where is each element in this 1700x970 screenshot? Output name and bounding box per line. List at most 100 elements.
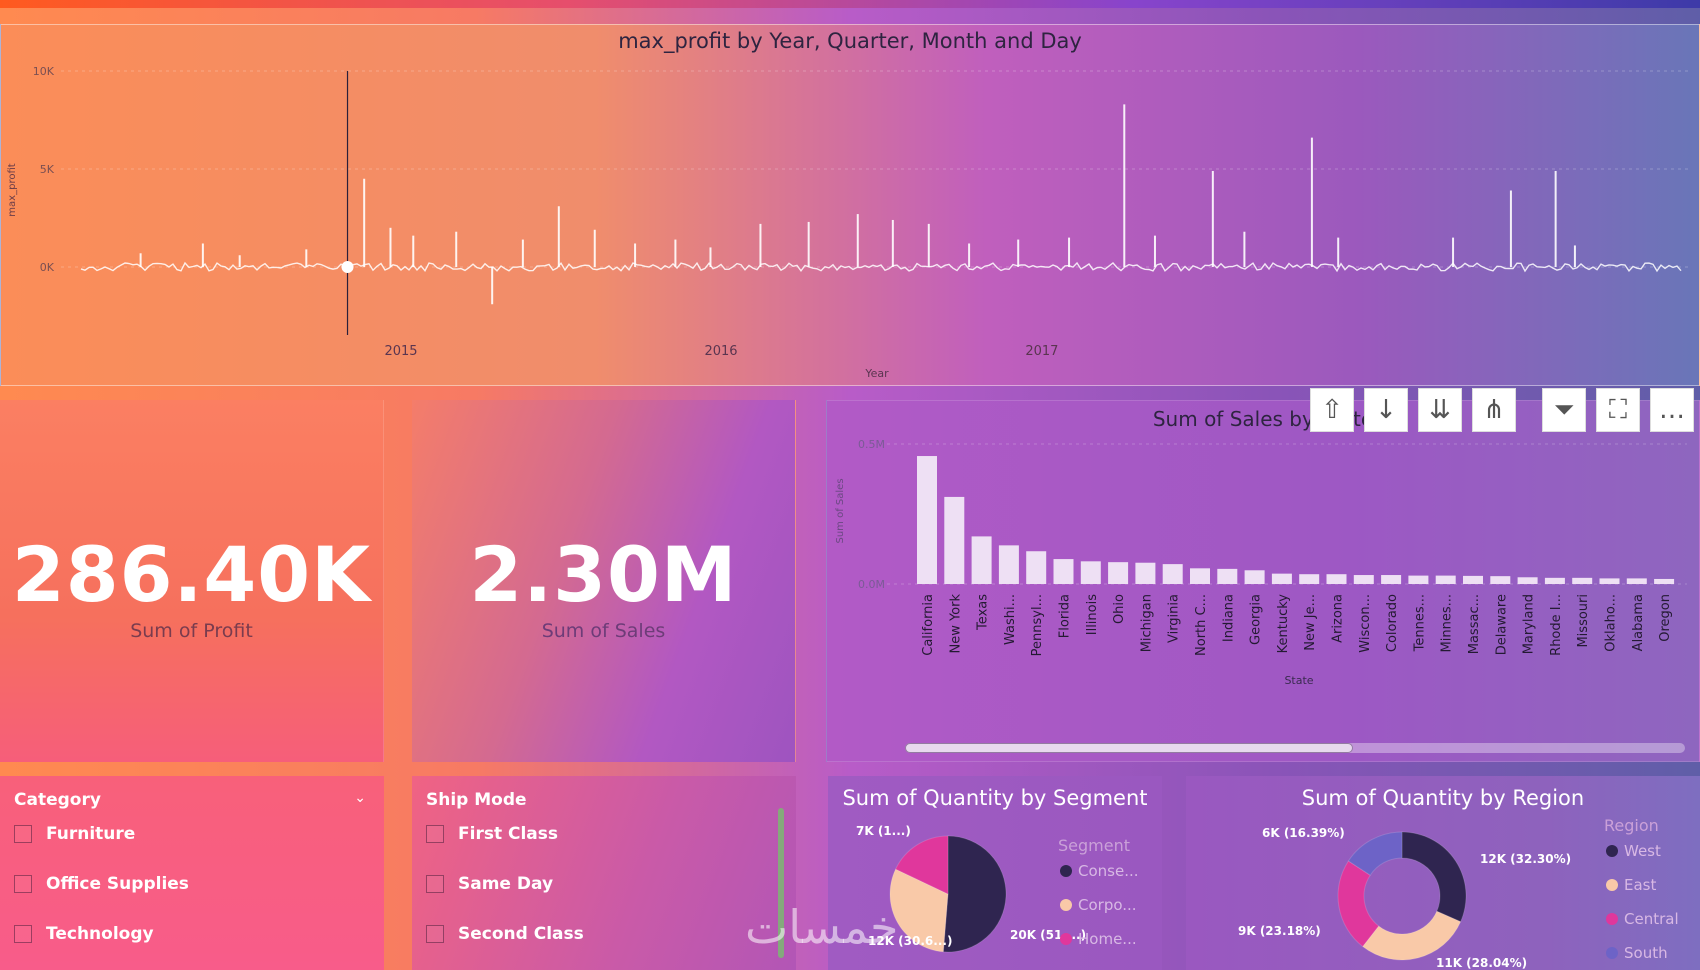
profit-label: Sum of Profit (130, 620, 253, 642)
bar (1408, 575, 1429, 584)
checkbox[interactable] (426, 825, 444, 843)
horizontal-scrollbar-track[interactable] (905, 743, 1685, 753)
checkbox[interactable] (14, 875, 32, 893)
x-tick-label: Texas (976, 594, 991, 631)
x-tick-label: Maryland (1522, 594, 1537, 654)
x-tick-label: 2016 (704, 344, 737, 359)
y-tick-label: 0.0M (858, 578, 885, 591)
slicer-item-label: Furniture (46, 824, 136, 844)
bar (1108, 562, 1129, 584)
slicer-item-label: First Class (458, 824, 558, 844)
bar (1599, 578, 1620, 584)
y-tick-label: 0.5M (858, 438, 885, 451)
watermark-logo: خمسات (745, 900, 899, 954)
checkbox[interactable] (426, 875, 444, 893)
checkbox[interactable] (14, 925, 32, 943)
sales-value: 2.30M (469, 530, 738, 619)
legend-label: West (1624, 842, 1661, 860)
checkbox[interactable] (426, 925, 444, 943)
bar (1490, 576, 1511, 584)
x-tick-label: Michigan (1139, 594, 1154, 652)
sales-by-state-bar-chart[interactable]: Sum of Sales by State 0.5M 0.0M Sum of Sal… (826, 400, 1700, 762)
x-tick-label: Virginia (1167, 594, 1182, 643)
slicer-item-furniture[interactable]: Furniture (14, 822, 135, 846)
legend-label: Home... (1078, 930, 1137, 948)
y-tick-label: 5K (40, 163, 55, 176)
x-tick-label: Rhode I... (1549, 594, 1564, 656)
legend-item-home-office[interactable]: Home... (1060, 930, 1137, 948)
legend-item-south[interactable]: South (1606, 944, 1668, 962)
x-tick-label: Missouri (1576, 594, 1591, 648)
focus-mode-icon[interactable]: ⛶ (1596, 388, 1640, 432)
x-tick-label: Colorado (1385, 594, 1400, 652)
category-slicer-title: Category (14, 790, 101, 810)
y-axis-title: max_profit (7, 163, 18, 216)
bar (1135, 562, 1156, 584)
drill-down-icon[interactable]: ↓ (1364, 388, 1408, 432)
slicer-item-label: Office Supplies (46, 874, 189, 894)
max-profit-line-chart[interactable]: max_profit by Year, Quarter, Month and D… (0, 24, 1700, 386)
ship-mode-slicer[interactable]: Ship Mode First Class Same Day Second Cl… (412, 776, 796, 970)
x-tick-label: Washi... (1003, 594, 1018, 645)
legend-item-east[interactable]: East (1606, 876, 1656, 894)
segment-legend-title: Segment (1058, 836, 1130, 855)
bar (1026, 551, 1047, 584)
quantity-by-segment-donut[interactable]: Sum of Quantity by Segment 7K (1...) 12K… (828, 776, 1162, 970)
legend-item-central[interactable]: Central (1606, 910, 1679, 928)
bar (998, 545, 1019, 584)
bar (1544, 577, 1565, 584)
slicer-item-second-class[interactable]: Second Class (426, 922, 584, 946)
ship-mode-slicer-title: Ship Mode (426, 790, 527, 810)
x-tick-label: 2015 (384, 344, 417, 359)
sum-of-sales-card[interactable]: 2.30M Sum of Sales (412, 400, 796, 762)
quantity-by-region-donut[interactable]: Sum of Quantity by Region 6K (16.39%) 12… (1186, 776, 1700, 970)
slicer-item-same-day[interactable]: Same Day (426, 872, 553, 896)
filter-icon[interactable]: ⏷ (1542, 388, 1586, 432)
expand-next-level-icon[interactable]: ⇊ (1418, 388, 1462, 432)
legend-item-consumer[interactable]: Conse... (1060, 862, 1139, 880)
slicer-item-label: Second Class (458, 924, 584, 944)
expand-hierarchy-icon[interactable]: ⋔ (1472, 388, 1516, 432)
x-tick-label: Delaware (1494, 594, 1509, 655)
bar (1463, 575, 1483, 584)
bar (1190, 568, 1210, 584)
x-tick-label: Georgia (1249, 594, 1264, 645)
bar (1299, 574, 1320, 584)
bar (1080, 561, 1101, 584)
bar (1435, 575, 1456, 584)
x-tick-label: Kentucky (1276, 594, 1291, 654)
region-donut-title: Sum of Quantity by Region (1301, 786, 1585, 810)
bar-chart-canvas: 0.5M 0.0M Sum of Sales California New York Te… (835, 438, 1687, 687)
bar (917, 456, 937, 584)
y-tick-label: 10K (33, 65, 55, 78)
more-options-icon[interactable]: … (1650, 388, 1694, 432)
line-chart-title: max_profit by Year, Quarter, Month and D… (618, 29, 1082, 53)
slicer-item-first-class[interactable]: First Class (426, 822, 558, 846)
horizontal-scrollbar-thumb[interactable] (905, 743, 1353, 753)
legend-item-west[interactable]: West (1606, 842, 1661, 860)
bar (1626, 578, 1647, 584)
region-data-label-central: 9K (23.18%) (1238, 924, 1321, 938)
chevron-down-icon[interactable]: ⌄ (354, 790, 366, 806)
segment-data-label-corporate: 12K (30.6...) (868, 934, 953, 948)
region-donut-canvas (1337, 831, 1467, 961)
category-slicer[interactable]: Category ⌄ Furniture Office Supplies Tec… (0, 776, 384, 970)
bar (1353, 575, 1374, 584)
segment-data-label-home: 7K (1...) (856, 824, 911, 838)
x-tick-label: North C... (1194, 594, 1209, 656)
vertical-scrollbar[interactable] (778, 808, 784, 958)
sales-label: Sum of Sales (541, 620, 666, 642)
drill-up-icon[interactable]: ⇧ (1310, 388, 1354, 432)
x-tick-label: Florida (1058, 594, 1073, 638)
legend-label: Conse... (1078, 862, 1139, 880)
legend-item-corporate[interactable]: Corpo... (1060, 896, 1137, 914)
checkbox[interactable] (14, 825, 32, 843)
bar (1326, 574, 1347, 584)
region-slice (1401, 831, 1467, 923)
x-axis-title: State (1284, 674, 1313, 687)
slicer-item-office-supplies[interactable]: Office Supplies (14, 872, 189, 896)
x-tick-label: Oklaho... (1604, 594, 1619, 652)
slicer-item-technology[interactable]: Technology (14, 922, 154, 946)
x-tick-label: New York (948, 594, 963, 654)
sum-of-profit-card[interactable]: 286.40K Sum of Profit (0, 400, 384, 762)
